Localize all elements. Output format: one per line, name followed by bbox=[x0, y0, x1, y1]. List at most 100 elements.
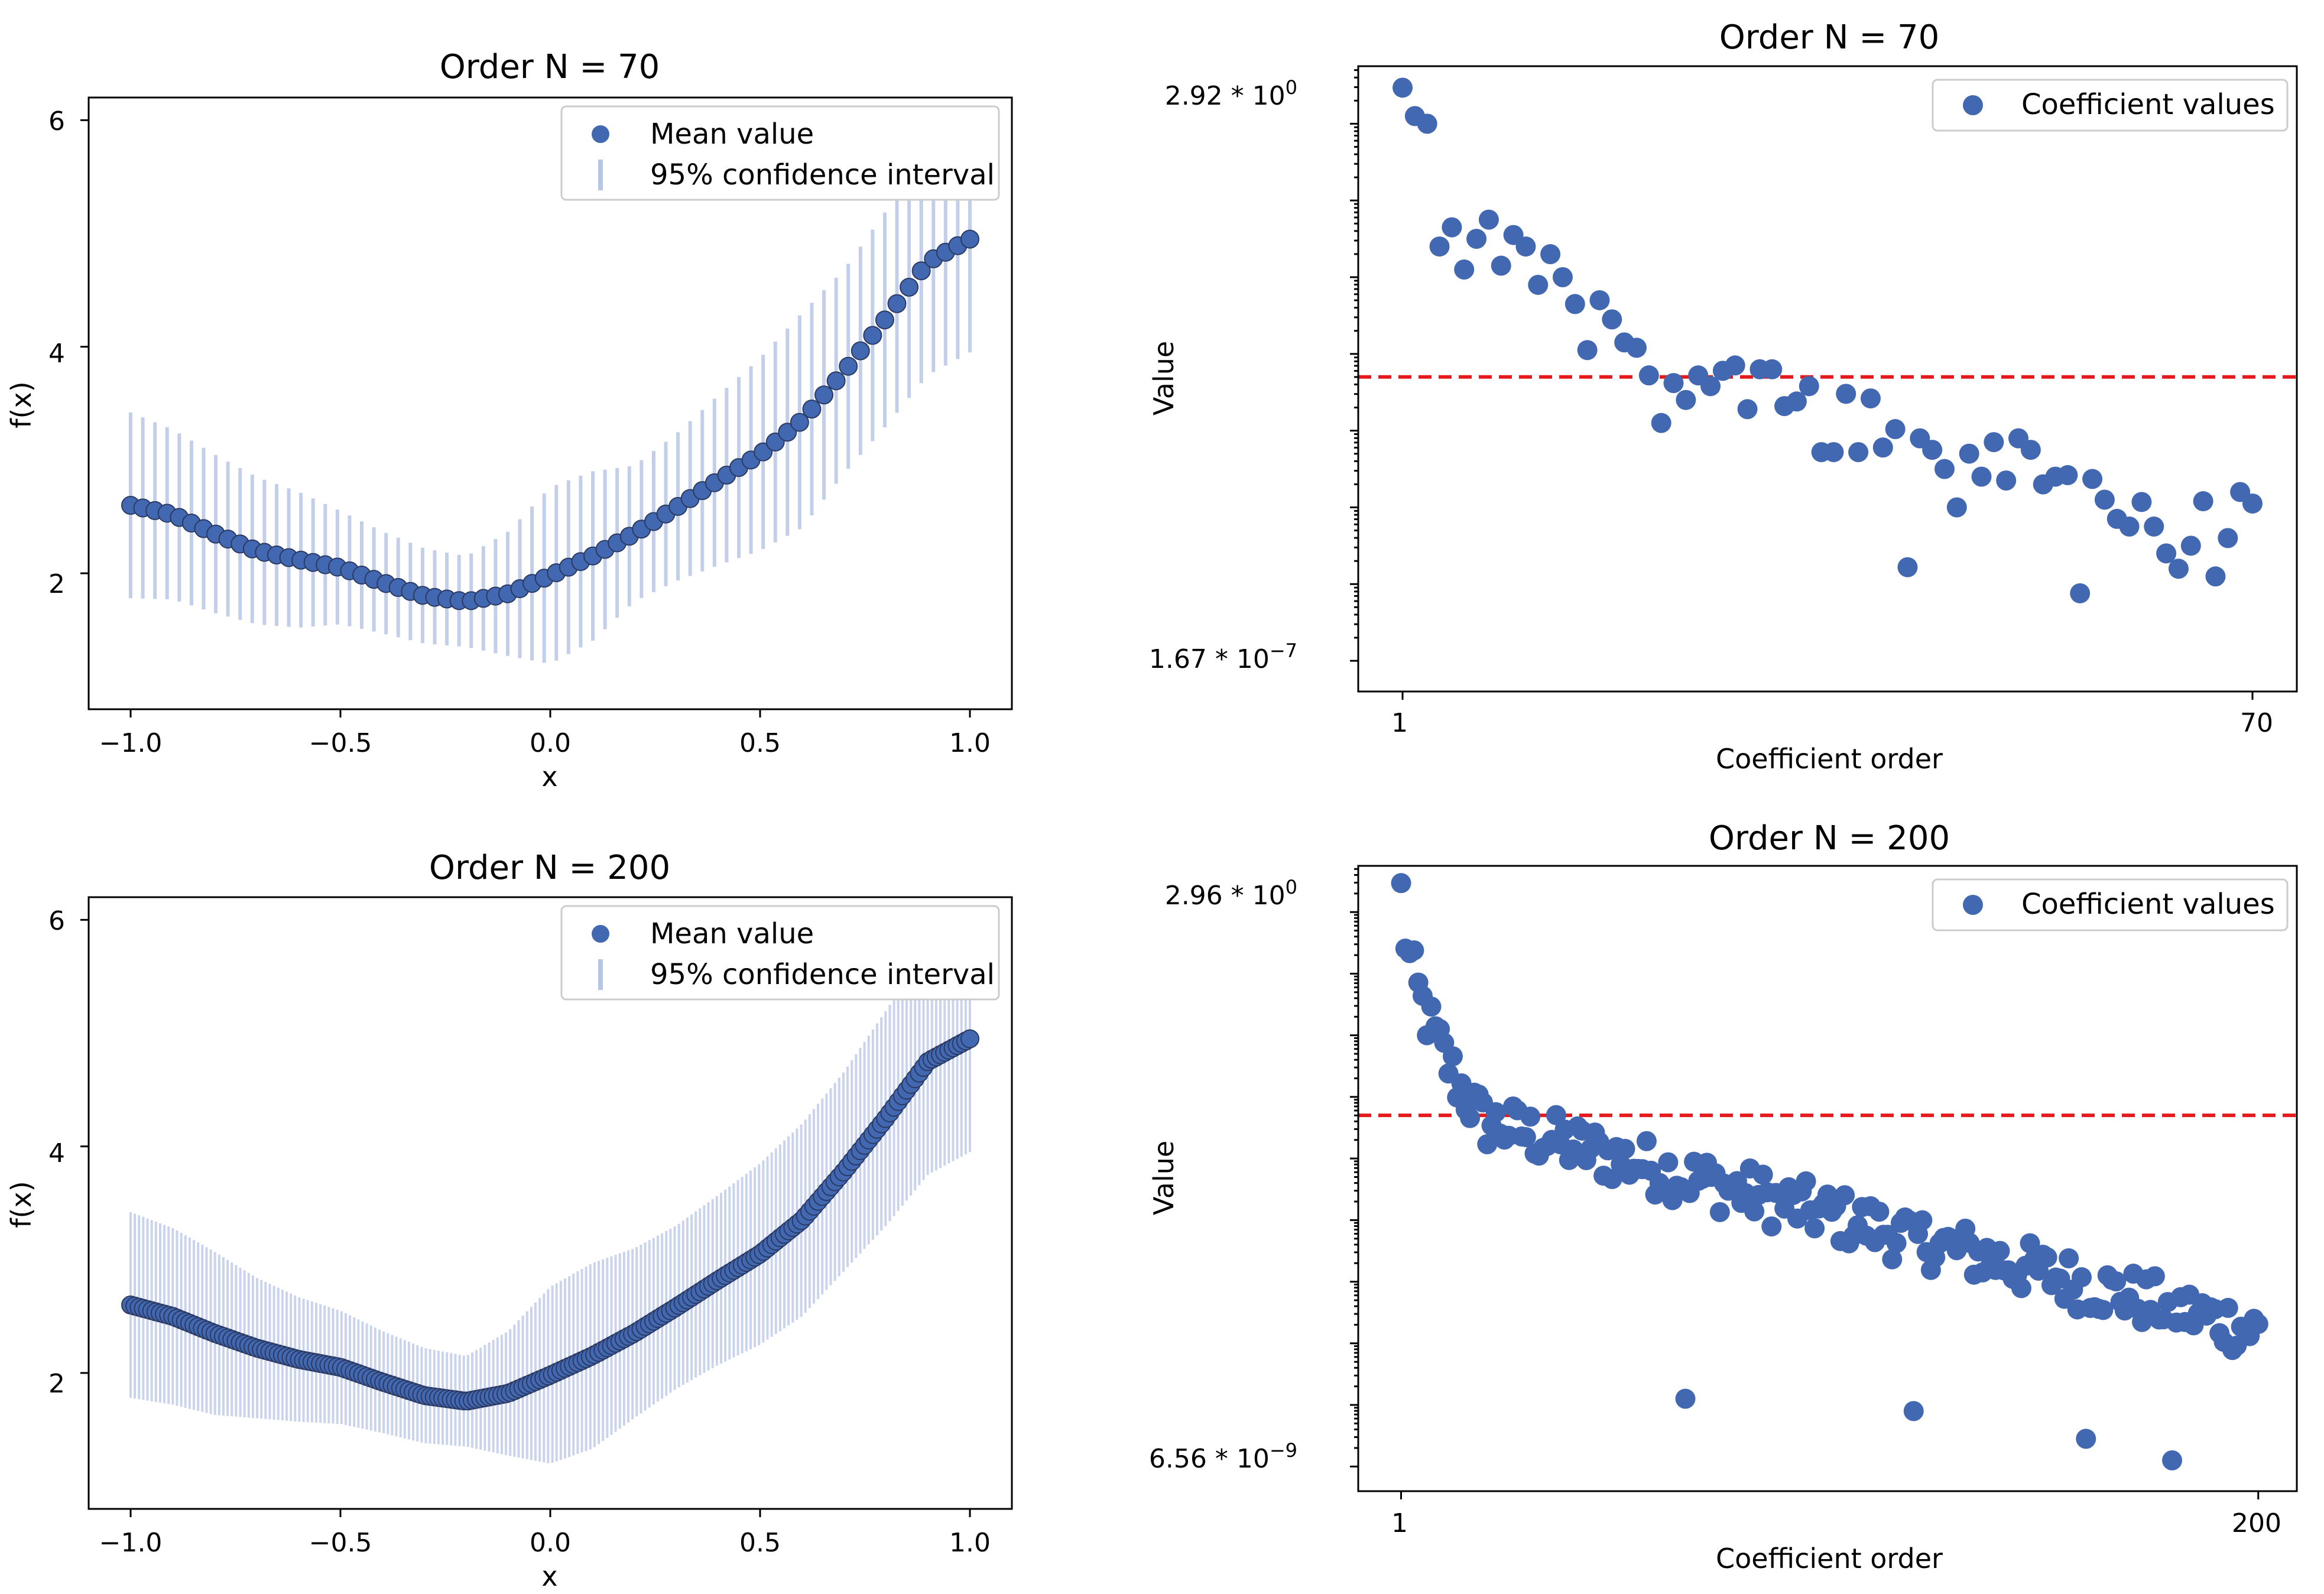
coefficient-point bbox=[1626, 337, 1647, 358]
legend: Coefficient values bbox=[1932, 878, 2289, 931]
x-tick-label: 70 bbox=[2240, 708, 2273, 738]
chart-title: Order N = 70 bbox=[440, 48, 660, 86]
plot-area bbox=[1350, 868, 2297, 1499]
coefficient-point bbox=[1700, 376, 1721, 397]
x-tick-label: 1 bbox=[1391, 1508, 1408, 1538]
legend-box bbox=[1932, 79, 2289, 132]
x-tick-label: 0.0 bbox=[530, 1528, 571, 1558]
x-axis-label: x bbox=[541, 1560, 557, 1592]
mean-point bbox=[863, 326, 882, 345]
coefficient-point bbox=[2131, 492, 2152, 512]
coefficient-point bbox=[1737, 399, 1758, 420]
plot-area bbox=[80, 918, 979, 1517]
mean-point bbox=[826, 371, 846, 391]
coefficient-point bbox=[1836, 384, 1856, 404]
y-axis-label: Value bbox=[1148, 1141, 1180, 1215]
y-tick-labels: 2.92 * 100 1.67 * 10−7 bbox=[1149, 76, 1297, 674]
coefficient-point bbox=[1796, 1171, 1816, 1192]
coefficient-point bbox=[1421, 996, 1442, 1017]
y-tick-top-label: 2.96 * 100 bbox=[1165, 876, 1297, 911]
coefficient-point bbox=[1478, 209, 1499, 230]
legend-entry-coeff: Coefficient values bbox=[2021, 88, 2275, 121]
coefficient-point bbox=[2193, 491, 2213, 512]
coefficient-point bbox=[1442, 217, 1462, 238]
mean-point bbox=[887, 294, 907, 313]
x-axis-label: Coefficient order bbox=[1716, 1543, 1943, 1574]
coefficient-point bbox=[1391, 873, 1411, 894]
coefficient-point bbox=[1460, 1108, 1481, 1128]
coefficient-point bbox=[1860, 388, 1881, 409]
coefficient-point bbox=[2094, 489, 2115, 510]
y-tick-label: 6 bbox=[48, 906, 65, 936]
coefficient-point bbox=[1996, 470, 2017, 491]
panel-top-right-coefficients-n70: Order N = 70 1 70 2.92 * 100 1.67 * 10−7… bbox=[1148, 18, 2298, 775]
legend-marker-coeff bbox=[1963, 895, 1983, 915]
coefficient-point bbox=[2011, 1278, 2031, 1298]
coefficient-point bbox=[1946, 497, 1967, 518]
coefficient-point bbox=[1552, 267, 1573, 287]
y-tick-label: 4 bbox=[48, 339, 65, 369]
coefficient-point bbox=[1675, 1388, 1696, 1409]
coefficient-point bbox=[1848, 441, 1869, 462]
coefficient-point bbox=[1786, 391, 1807, 412]
coefficient-point bbox=[1885, 419, 1906, 440]
mean-point bbox=[802, 400, 822, 419]
axes-frame bbox=[87, 896, 1013, 1510]
mean-point bbox=[790, 413, 809, 432]
mean-point bbox=[839, 356, 858, 376]
coefficient-point bbox=[1442, 1046, 1463, 1067]
coefficient-point bbox=[1823, 441, 1844, 462]
x-tick-label: 1 bbox=[1391, 708, 1408, 738]
coefficient-point bbox=[2180, 535, 2201, 556]
coefficient-point bbox=[1762, 359, 1783, 379]
coefficient-point bbox=[1872, 437, 1893, 458]
legend-box bbox=[1932, 878, 2289, 931]
coefficient-point bbox=[1491, 255, 1511, 276]
panel-top-left-function-n70: Order N = 70 −1.0 −0.5 0.0 0.5 1.0 2 4 6… bbox=[5, 48, 1013, 793]
coefficient-point bbox=[1912, 1210, 1933, 1231]
plot-area bbox=[1350, 69, 2297, 700]
coefficient-point bbox=[1869, 1202, 1890, 1222]
y-tick-top-label: 2.92 * 100 bbox=[1165, 76, 1297, 111]
x-tick-label: −1.0 bbox=[99, 1528, 163, 1558]
mean-point bbox=[960, 1029, 979, 1048]
coefficient-point bbox=[2205, 566, 2226, 587]
coefficient-point bbox=[2156, 543, 2177, 564]
coefficient-point bbox=[1615, 1138, 1635, 1159]
legend-marker-mean bbox=[592, 125, 609, 143]
mean-point bbox=[900, 277, 919, 297]
coefficient-point bbox=[1651, 413, 1671, 433]
y-axis-label: Value bbox=[1148, 341, 1180, 415]
x-axis-label: Coefficient order bbox=[1716, 743, 1943, 775]
x-tick-label: 0.0 bbox=[530, 728, 571, 758]
y-tick-labels: 2 4 6 bbox=[48, 906, 65, 1399]
mean-point bbox=[960, 229, 979, 249]
coefficient-point bbox=[1989, 1241, 2010, 1261]
coefficient-point bbox=[2248, 1314, 2268, 1335]
coefficient-point bbox=[1835, 1185, 1855, 1206]
y-tick-label: 2 bbox=[48, 569, 65, 599]
coefficient-point bbox=[1903, 1401, 1924, 1421]
legend-entry-ci: 95% confidence interval bbox=[650, 958, 995, 991]
x-tick-label: −1.0 bbox=[99, 728, 163, 758]
coefficient-point bbox=[1528, 274, 1549, 295]
x-tick-label: 200 bbox=[2232, 1508, 2281, 1538]
y-axis-label: f(x) bbox=[5, 1181, 37, 1228]
chart-title: Order N = 200 bbox=[429, 849, 670, 887]
coefficient-point bbox=[1565, 294, 1585, 314]
coefficient-point bbox=[1429, 236, 1450, 257]
legend-marker-mean bbox=[592, 925, 609, 943]
coefficient-point bbox=[1663, 373, 1684, 394]
coefficient-point bbox=[1971, 466, 1992, 487]
coefficient-point bbox=[2106, 1271, 2127, 1292]
coefficient-point bbox=[1515, 1126, 1536, 1147]
y-tick-bottom-label: 6.56 * 10−9 bbox=[1149, 1439, 1297, 1474]
coefficient-point bbox=[1676, 389, 1696, 410]
y-tick-label: 6 bbox=[48, 106, 65, 137]
panel-bottom-left-function-n200: Order N = 200 −1.0 −0.5 0.0 0.5 1.0 2 4 … bbox=[5, 849, 1013, 1592]
axes-frame bbox=[1357, 65, 2298, 693]
x-tick-labels: 1 70 bbox=[1391, 708, 2273, 738]
coefficient-point bbox=[2162, 1450, 2183, 1470]
x-axis-label: x bbox=[541, 761, 557, 793]
